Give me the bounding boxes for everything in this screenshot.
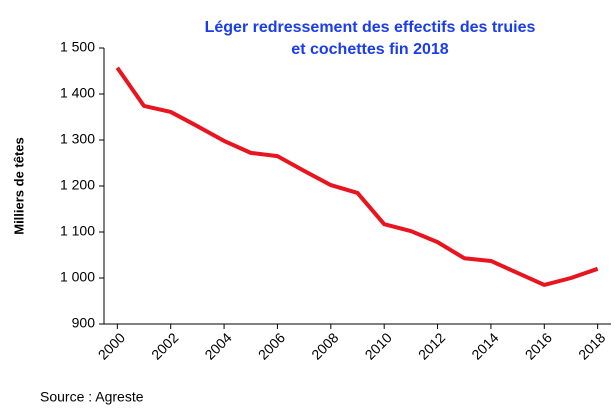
x-tick-label: 2002	[148, 329, 181, 362]
y-tick-label: 1 400	[60, 85, 95, 101]
x-tick-label: 2000	[95, 329, 128, 362]
y-tick-label: 1 000	[60, 269, 95, 285]
chart-title: et cochettes fin 2018	[291, 41, 449, 58]
x-tick-label: 2018	[575, 329, 608, 362]
x-tick-label: 2010	[362, 329, 395, 362]
x-tick-label: 2016	[522, 329, 555, 362]
y-tick-label: 1 100	[60, 223, 95, 239]
y-tick-label: 1 300	[60, 131, 95, 147]
y-axis-label: Milliers de têtes	[11, 137, 26, 235]
source-note: Source : Agreste	[40, 389, 144, 405]
y-tick-label: 1 200	[60, 177, 95, 193]
chart-title: Léger redressement des effectifs des tru…	[205, 19, 536, 36]
y-tick-label: 1 500	[60, 39, 95, 55]
line-series	[115, 66, 599, 287]
x-tick-label: 2004	[201, 329, 234, 362]
x-tick-label: 2006	[255, 329, 288, 362]
x-tick-label: 2008	[308, 329, 341, 362]
x-tick-label: 2014	[468, 329, 501, 362]
y-tick-label: 900	[72, 315, 96, 331]
x-tick-label: 2012	[415, 329, 448, 362]
